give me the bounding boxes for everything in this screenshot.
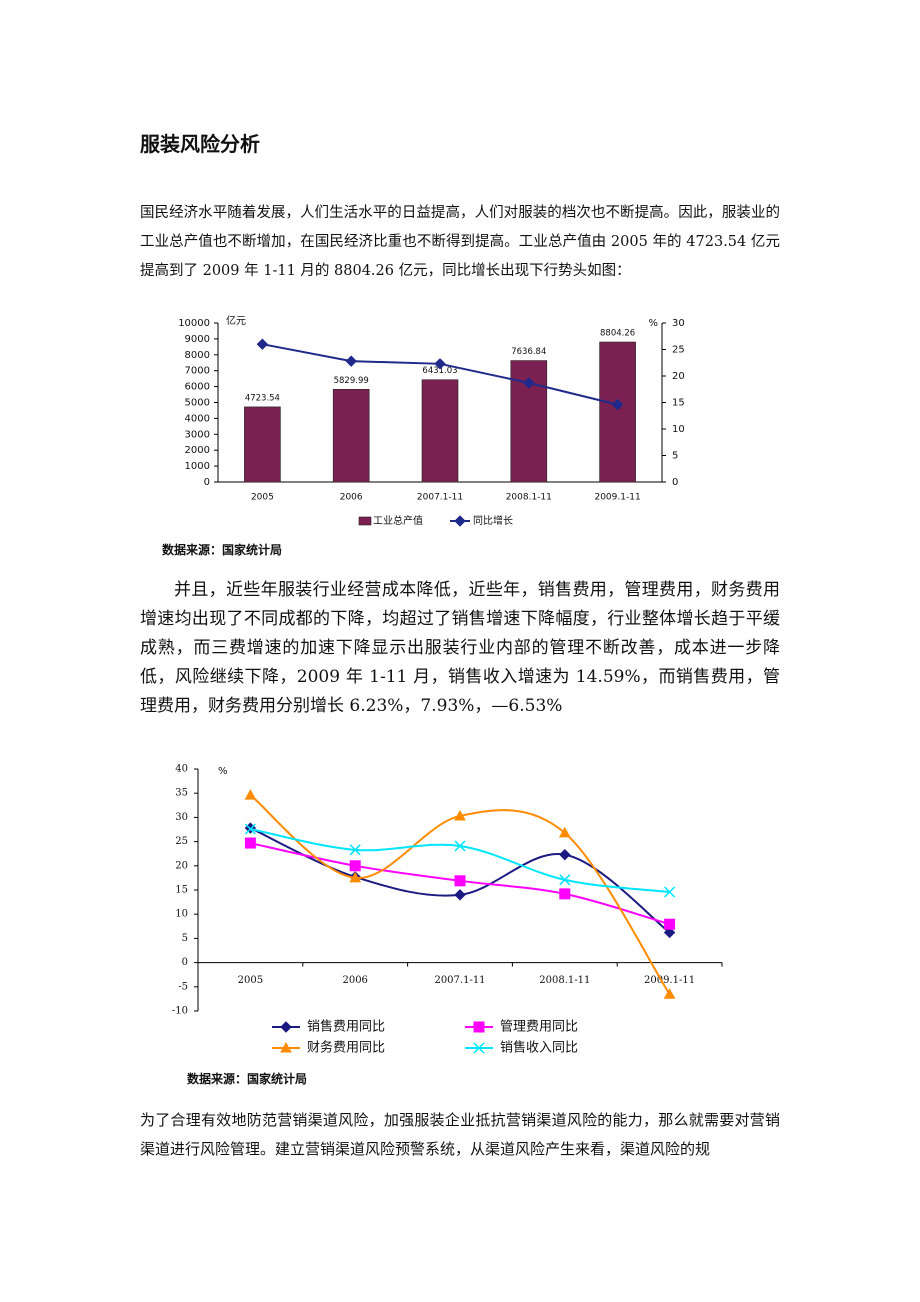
- point: [244, 789, 257, 800]
- x-tick-label: 2006: [342, 975, 367, 986]
- x-tick-label: 2008.1-11: [506, 493, 552, 503]
- point: [559, 874, 571, 886]
- y-tick-label: 5000: [185, 398, 210, 409]
- y-tick-label: -5: [178, 981, 188, 992]
- y-tick-label: 40: [175, 764, 188, 775]
- y2-tick-label: 30: [672, 318, 685, 329]
- point: [558, 826, 571, 838]
- y-tick-label: 0: [182, 957, 188, 968]
- y2-tick-label: 15: [672, 398, 685, 409]
- legend-label: 销售收入同比: [500, 1040, 578, 1056]
- source-note: 数据来源：国家统计局: [162, 543, 283, 557]
- source-note: 数据来源：国家统计局: [187, 1072, 308, 1086]
- paragraph: 并且，近些年服装行业经营成本降低，近些年，销售费用，管理费用，财务费用增速均出现…: [140, 580, 780, 716]
- y-tick-label: 7000: [185, 366, 210, 377]
- doc-title: 服装风险分析: [140, 132, 260, 156]
- point: [349, 860, 361, 872]
- legend-label: 财务费用同比: [307, 1040, 385, 1056]
- x-tick-label: 2005: [251, 493, 274, 503]
- legend-label: 管理费用同比: [500, 1020, 578, 1035]
- point: [559, 888, 571, 900]
- y2-tick-label: 25: [672, 345, 685, 356]
- y-tick-label: 9000: [185, 334, 210, 345]
- y-tick-label: 1000: [185, 461, 210, 472]
- x-tick-label: 2007.1-11: [417, 493, 463, 503]
- y-tick-label: 20: [175, 860, 188, 871]
- y2-tick-label: 20: [672, 371, 685, 382]
- legend-label: 工业总产值: [373, 514, 423, 527]
- point: [434, 358, 446, 370]
- y2-tick-label: 0: [672, 477, 678, 488]
- y-tick-label: 3000: [185, 429, 210, 440]
- y-tick-label: 0: [204, 477, 210, 488]
- point: [244, 823, 256, 835]
- paragraph: 为了合理有效地防范营销渠道风险，加强服装企业抵抗营销渠道风险的能力，那么就需要对…: [140, 1111, 780, 1158]
- x-tick-label: 2008.1-11: [539, 975, 590, 986]
- y-axis-unit: 亿元: [226, 314, 246, 327]
- point: [349, 871, 362, 883]
- chart: -10 -5 0 5 10 15 20 25 30 35 40 % 2005 2006 2007.1-11 2…: [172, 764, 723, 1056]
- legend-label: 销售费用同比: [307, 1019, 385, 1035]
- legend-marker: [454, 515, 466, 527]
- y-tick-label: 25: [175, 836, 188, 847]
- y-tick-label: 5: [182, 933, 188, 944]
- x-tick-label: 2009.1-11: [594, 493, 640, 503]
- legend-marker: [280, 1041, 292, 1053]
- bar: [421, 379, 459, 483]
- y-tick-label: 6000: [185, 382, 210, 393]
- point: [559, 848, 571, 861]
- value-label: 5829.99: [334, 376, 369, 386]
- y2-tick-label: 10: [672, 424, 685, 435]
- y-tick-label: 8000: [185, 350, 210, 361]
- point: [611, 398, 624, 411]
- bar: [599, 341, 636, 483]
- point: [454, 889, 466, 901]
- paragraph: 国民经济水平随着发展，人们生活水平的日益提高，人们对服装的档次也不断提高。因此，…: [140, 205, 780, 279]
- point: [454, 840, 466, 852]
- point: [664, 918, 676, 930]
- value-label: 8804.26: [600, 329, 635, 339]
- y-tick-label: 4000: [185, 413, 210, 424]
- x-tick-label: 2007.1-11: [434, 975, 485, 986]
- legend-swatch: [358, 516, 372, 526]
- point: [349, 844, 361, 856]
- y2-tick-label: 5: [672, 451, 678, 462]
- x-tick-label: 2006: [340, 493, 363, 503]
- point: [523, 377, 535, 389]
- value-label: 6431.03: [422, 366, 457, 376]
- value-label: 4723.54: [245, 393, 280, 403]
- y-tick-label: 2000: [185, 445, 210, 456]
- point: [663, 926, 676, 939]
- point: [454, 875, 466, 887]
- point: [345, 355, 357, 367]
- legend-marker: [473, 1021, 485, 1033]
- x-tick-label: 2009.1-11: [644, 975, 695, 986]
- legend-marker: [280, 1021, 292, 1033]
- chart: 0100020003000400050006000700080009000100…: [178, 314, 685, 527]
- y-tick-label: 30: [175, 812, 188, 823]
- value-label: 7636.84: [511, 347, 546, 357]
- y-tick-label: 35: [175, 788, 188, 799]
- y-tick-label: 10000: [178, 318, 210, 329]
- point: [256, 338, 269, 350]
- y2-axis-unit: %: [648, 318, 658, 329]
- point: [664, 886, 676, 898]
- bar: [244, 406, 281, 483]
- legend-label: 同比增长: [473, 514, 513, 527]
- point: [454, 809, 466, 821]
- x-tick-label: 2005: [238, 975, 263, 986]
- y-axis-unit: %: [218, 766, 228, 777]
- y-tick-label: 15: [175, 885, 188, 896]
- y-tick-label: 10: [175, 909, 188, 920]
- bar: [332, 389, 370, 483]
- point: [244, 837, 256, 849]
- legend-marker: [473, 1042, 485, 1054]
- y-tick-label: -10: [172, 1006, 188, 1017]
- point: [663, 988, 676, 999]
